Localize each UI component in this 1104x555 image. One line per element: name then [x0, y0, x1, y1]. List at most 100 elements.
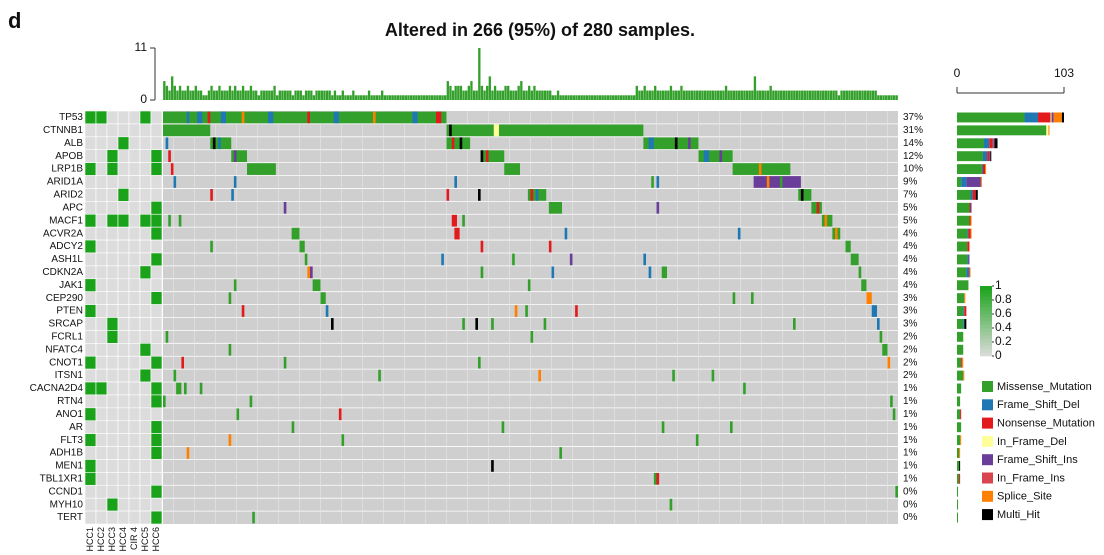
- cell-line-cell: [107, 485, 118, 498]
- mutation: [284, 357, 287, 369]
- cell-line-cell: [85, 163, 96, 176]
- frequency-label: 31%: [903, 125, 923, 136]
- sample-bar: [242, 86, 244, 100]
- mutation: [174, 176, 177, 188]
- sample-bar: [875, 91, 877, 100]
- mutation: [252, 512, 255, 524]
- mutation: [565, 228, 568, 240]
- colorbar-step: [980, 307, 992, 311]
- sample-bar: [560, 95, 562, 100]
- mutation: [861, 279, 866, 291]
- sample-bar: [187, 86, 189, 100]
- sample-bar: [869, 91, 871, 100]
- count-segment: [989, 151, 990, 161]
- sample-bar: [334, 91, 336, 100]
- cell-line-cell: [151, 227, 162, 240]
- mutation: [221, 112, 226, 124]
- mutation: [512, 254, 515, 266]
- legend-label: Missense_Mutation: [997, 381, 1092, 393]
- colorbar-step: [980, 318, 992, 322]
- cell-line-cell: [151, 266, 162, 279]
- legend-swatch: [982, 381, 993, 392]
- cell-line-cell: [107, 356, 118, 369]
- cell-line-cell: [96, 434, 107, 447]
- count-segment: [960, 409, 961, 419]
- gene-label: MYH10: [50, 499, 84, 510]
- cell-line-cell: [140, 434, 151, 447]
- mutation: [174, 370, 177, 382]
- count-segment: [957, 384, 961, 394]
- cell-line-cell: [129, 421, 140, 434]
- sample-bar: [229, 86, 231, 100]
- mutation: [234, 279, 237, 291]
- mutation: [447, 137, 471, 149]
- sample-bar: [651, 91, 653, 100]
- sample-bar: [336, 95, 338, 100]
- sample-bar: [329, 91, 331, 100]
- cell-line-cell: [151, 434, 162, 447]
- cell-line-cell: [85, 305, 96, 318]
- cell-line-cell: [96, 111, 107, 124]
- sample-bar: [399, 95, 401, 100]
- count-segment: [957, 216, 969, 226]
- cell-line-cell: [129, 279, 140, 292]
- sample-bar: [654, 86, 656, 100]
- mutation: [478, 189, 481, 201]
- mutation: [163, 396, 166, 408]
- count-segment: [1050, 113, 1051, 123]
- sample-bar: [746, 91, 748, 100]
- cell-line-cell: [118, 201, 129, 214]
- mutation: [441, 254, 444, 266]
- sample-bar: [476, 91, 478, 100]
- cell-line-cell: [129, 343, 140, 356]
- mutation: [738, 228, 741, 240]
- cell-line-cell: [140, 447, 151, 460]
- sample-bar: [284, 91, 286, 100]
- gene-label: LRP1B: [51, 164, 83, 175]
- cell-line-cell: [129, 447, 140, 460]
- frequency-label: 12%: [903, 151, 923, 162]
- cell-line-cell: [151, 253, 162, 266]
- sample-bar: [840, 91, 842, 100]
- sample-bar: [541, 91, 543, 100]
- sample-bar: [263, 91, 265, 100]
- sample-bar: [357, 95, 359, 100]
- gene-label: TP53: [59, 112, 83, 123]
- mutation: [882, 344, 887, 356]
- gene-label: ARID1A: [47, 177, 83, 188]
- cell-line-cell: [85, 111, 96, 124]
- sample-bar: [163, 81, 165, 100]
- cell-line-cell: [140, 472, 151, 485]
- sample-bar: [801, 91, 803, 100]
- cell-line-cell: [129, 330, 140, 343]
- mutation: [704, 150, 709, 162]
- count-segment: [957, 203, 969, 213]
- sample-bar: [195, 86, 197, 100]
- sample-bar: [352, 91, 354, 100]
- sample-bar: [171, 76, 173, 100]
- count-segment: [957, 409, 960, 419]
- sample-bar: [683, 91, 685, 100]
- sample-bar: [502, 91, 504, 100]
- mutation: [699, 150, 733, 162]
- mutation: [378, 370, 381, 382]
- frequency-label: 0%: [903, 499, 918, 510]
- sample-bar: [460, 86, 462, 100]
- sample-bar: [880, 95, 882, 100]
- legend-label: Multi_Hit: [997, 509, 1040, 521]
- cell-line-cell: [96, 382, 107, 395]
- mutation: [525, 305, 528, 317]
- cell-line-cell: [151, 214, 162, 227]
- legend-label: Frame_Shift_Ins: [997, 454, 1078, 466]
- sample-bar: [397, 95, 399, 100]
- cell-line-cell: [151, 485, 162, 498]
- sample-bar: [570, 95, 572, 100]
- cell-line-cell: [96, 163, 107, 176]
- count-segment: [957, 125, 1046, 135]
- count-segment: [957, 151, 983, 161]
- cell-line-cell: [129, 163, 140, 176]
- cell-line-cell: [85, 292, 96, 305]
- cell-line-cell: [140, 163, 151, 176]
- count-segment: [1025, 113, 1039, 123]
- sample-bar: [867, 91, 869, 100]
